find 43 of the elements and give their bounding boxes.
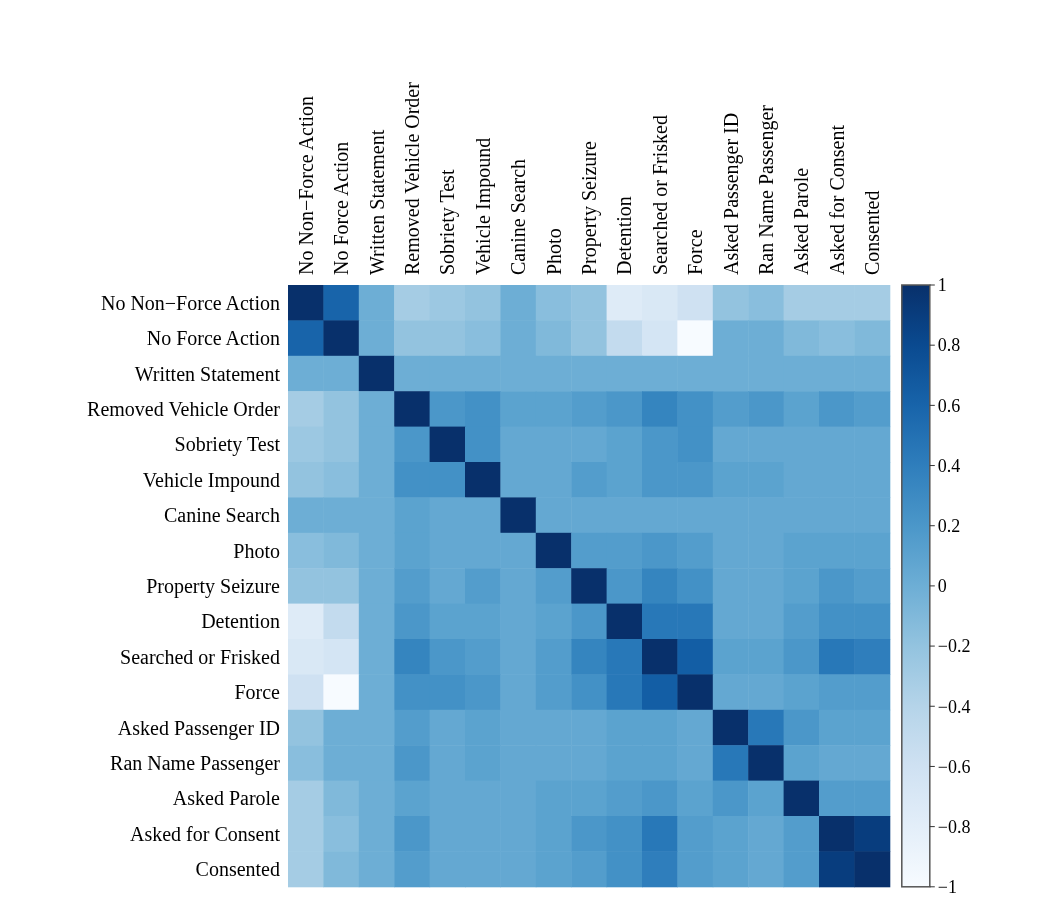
- y-tick-label: Vehicle Impound: [142, 468, 280, 492]
- y-tick-label: Ran Name Passenger: [110, 751, 281, 775]
- color-bar-label: −0.4: [937, 696, 971, 717]
- x-tick-label: Photo: [542, 228, 565, 275]
- y-tick-label: Asked Passenger ID: [117, 716, 280, 740]
- x-tick-label: Asked for Consent: [825, 124, 848, 275]
- x-tick-label: Ran Name Passenger: [754, 104, 778, 275]
- color-bar-label: −0.2: [937, 636, 971, 657]
- color-bar-label: 0.6: [937, 395, 961, 416]
- x-tick-label: Canine Search: [507, 158, 530, 275]
- color-bar-label: 0: [937, 576, 947, 597]
- y-tick-label: Photo: [233, 539, 280, 562]
- y-tick-label: Consented: [195, 858, 280, 881]
- color-bar-label: 1: [937, 275, 947, 296]
- x-tick-label: Written Statement: [365, 129, 388, 275]
- color-bar-label: −1: [937, 877, 957, 898]
- x-tick-label: Detention: [613, 196, 636, 275]
- y-tick-label: Asked for Consent: [130, 822, 281, 845]
- color-bar-label: 0.2: [937, 516, 961, 537]
- y-tick-label: Asked Parole: [172, 787, 281, 810]
- color-bar-label: 0.8: [937, 335, 961, 356]
- color-bar-label: 0.4: [937, 455, 961, 476]
- color-bar-label: −0.8: [937, 816, 971, 837]
- x-tick-label: Vehicle Impound: [471, 137, 495, 275]
- y-tick-label: Written Statement: [134, 362, 281, 385]
- x-tick-label: Asked Parole: [790, 167, 813, 275]
- x-tick-label: Force: [684, 229, 707, 275]
- x-tick-label: Property Seizure: [577, 141, 601, 275]
- x-tick-label: Consented: [861, 190, 884, 275]
- color-bar-label: −0.6: [937, 756, 971, 777]
- y-tick-label: Sobriety Test: [174, 433, 281, 457]
- y-tick-label: Detention: [201, 610, 280, 633]
- x-tick-label: Searched or Frisked: [648, 115, 671, 275]
- y-tick-label: No Force Action: [146, 327, 280, 350]
- y-tick-label: Searched or Frisked: [120, 645, 280, 668]
- y-tick-label: Property Seizure: [146, 574, 281, 598]
- x-tick-label: Sobriety Test: [436, 169, 460, 275]
- x-tick-label: Asked Passenger ID: [719, 112, 743, 275]
- y-tick-label: No Non−Force Action: [100, 291, 280, 314]
- y-tick-label: Canine Search: [163, 504, 280, 527]
- x-tick-label: Removed Vehicle Order: [400, 81, 423, 275]
- y-tick-label: Removed Vehicle Order: [87, 397, 281, 420]
- y-tick-label: Force: [234, 681, 281, 704]
